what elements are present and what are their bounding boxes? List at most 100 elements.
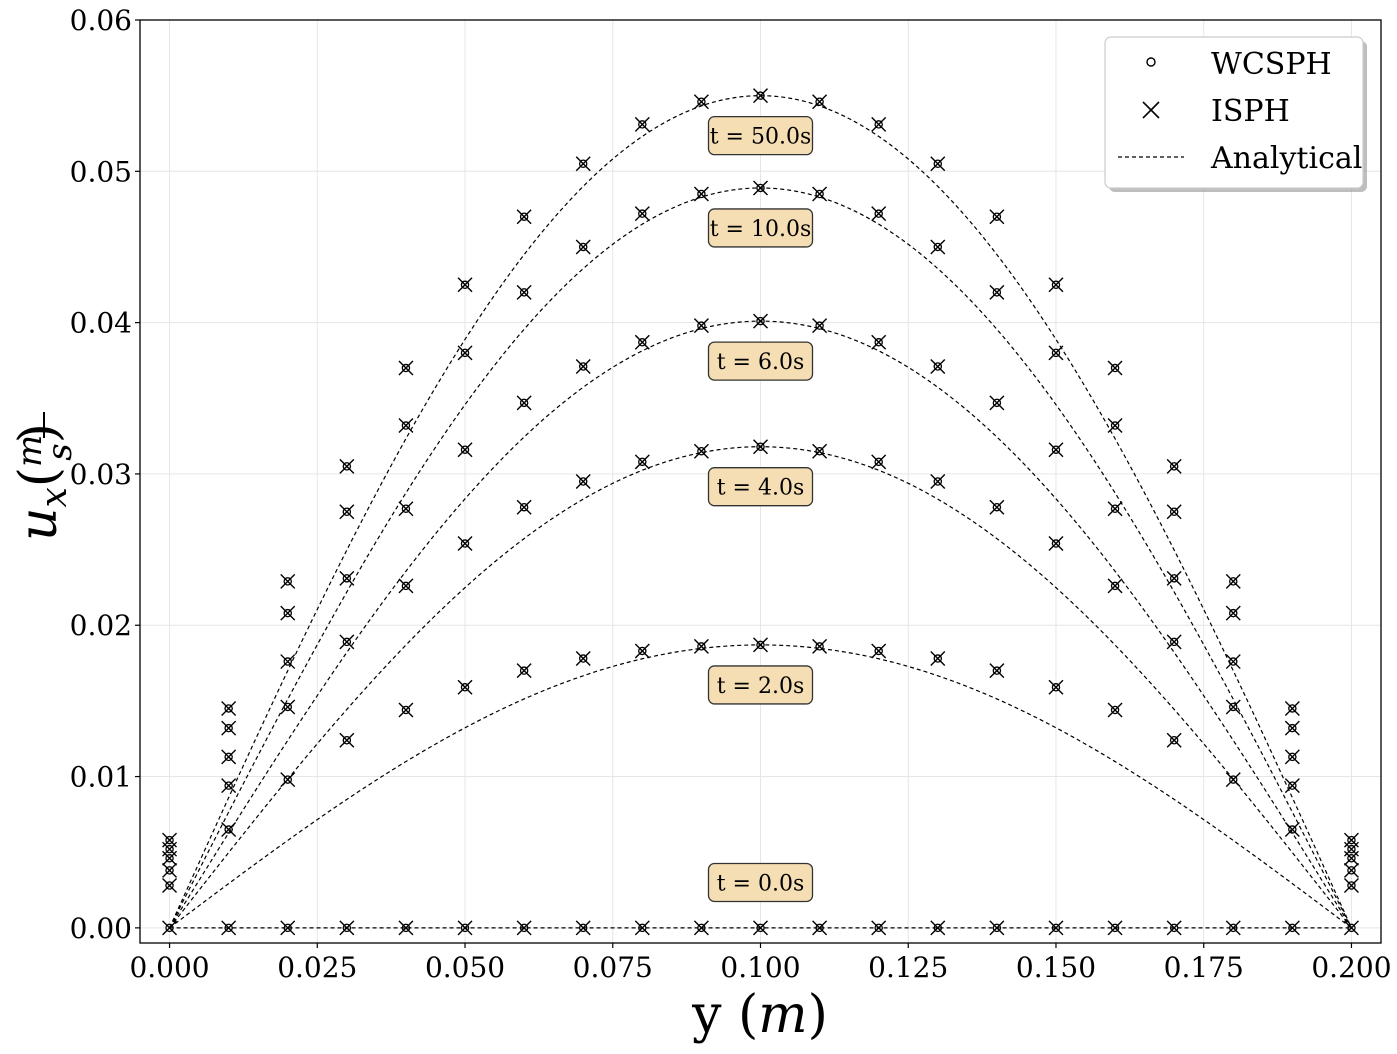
isph-stroke — [339, 920, 355, 936]
isph-point — [753, 439, 768, 455]
isph-stroke — [457, 277, 473, 293]
isph-stroke — [930, 359, 946, 374]
wcsph-point — [224, 781, 233, 790]
wcsph-point — [578, 242, 588, 252]
wcsph-point — [342, 923, 352, 933]
wcsph-point — [815, 97, 824, 106]
legend-isph-marker — [1142, 101, 1160, 119]
isph-point — [398, 418, 414, 434]
isph-stroke — [634, 116, 650, 132]
isph-point — [575, 920, 591, 936]
isph-stroke — [1343, 862, 1359, 878]
isph-stroke — [516, 284, 532, 300]
isph-stroke — [339, 732, 355, 748]
isph-point — [457, 920, 473, 936]
isph-stroke — [457, 345, 473, 361]
wcsph-point — [224, 704, 233, 713]
x-tick-label: 0.150 — [1016, 951, 1096, 984]
wcsph-point — [519, 288, 529, 297]
isph-stroke — [1107, 920, 1123, 936]
isph-stroke — [1343, 878, 1359, 893]
wcsph-point — [1288, 825, 1297, 834]
isph-stroke — [516, 209, 532, 225]
isph-stroke — [989, 663, 1005, 679]
isph-stroke — [221, 749, 237, 765]
x-tick-label: 0.025 — [277, 951, 357, 984]
isph-stroke — [1343, 832, 1359, 848]
isph-point — [339, 634, 355, 650]
legend-wcsph-label: WCSPH — [1211, 47, 1332, 82]
isph-point — [930, 474, 946, 489]
wcsph-point — [1110, 705, 1120, 715]
isph-point — [457, 442, 473, 458]
annotations: t = 0.0s t = 2.0s t = 4.0s t = 6.0s t = 10.0… — [707, 116, 814, 903]
wcsph-point — [1229, 608, 1238, 618]
wcsph-point — [815, 321, 824, 330]
wcsph-point — [519, 666, 529, 675]
isph-point — [1166, 634, 1182, 650]
isph-stroke — [871, 454, 887, 470]
isph-point — [1284, 720, 1300, 736]
wcsph-point — [1051, 539, 1061, 548]
isph-stroke — [575, 359, 591, 374]
wcsph-point — [756, 316, 765, 326]
isph-stroke — [516, 663, 532, 679]
isph-stroke — [398, 360, 414, 376]
isph-point — [398, 920, 414, 936]
isph-stroke — [516, 920, 532, 936]
wcsph-point — [342, 507, 352, 517]
wcsph-point — [874, 338, 883, 347]
wcsph-point — [1169, 507, 1179, 517]
isph-stroke — [693, 186, 709, 202]
wcsph-point — [578, 159, 588, 168]
isph-point — [989, 284, 1005, 300]
isph-stroke — [398, 702, 414, 718]
y-tick-label: 0.02 — [70, 609, 132, 642]
isph-stroke — [575, 156, 591, 172]
wcsph-point — [460, 280, 470, 290]
wcsph-point — [342, 462, 352, 471]
wcsph-point — [1288, 781, 1297, 790]
isph-point — [1225, 772, 1241, 788]
isph-point — [280, 605, 296, 621]
time-annotation-box — [707, 208, 814, 248]
isph-stroke — [989, 395, 1005, 411]
isph-stroke — [634, 643, 650, 659]
isph-stroke — [1225, 605, 1241, 621]
isph-point — [398, 702, 414, 718]
isph-point — [812, 638, 828, 654]
isph-stroke — [930, 239, 946, 255]
wcsph-point — [342, 574, 352, 583]
isph-point — [989, 209, 1005, 225]
wcsph-point — [224, 923, 233, 933]
isph-stroke — [398, 578, 414, 594]
isph-stroke — [280, 772, 296, 788]
wcsph-point — [224, 825, 233, 834]
isph-stroke — [753, 180, 768, 196]
wcsph-point — [1347, 854, 1356, 863]
markers — [162, 88, 1359, 936]
wcsph-point — [224, 752, 233, 762]
isph-stroke — [1166, 504, 1182, 520]
isph-point — [989, 499, 1005, 515]
isph-stroke — [753, 88, 768, 104]
isph-point — [1166, 504, 1182, 520]
isph-point — [1048, 345, 1064, 361]
y-tick-label: 0.06 — [70, 4, 132, 37]
isph-point — [812, 94, 828, 110]
isph-stroke — [575, 920, 591, 936]
isph-point — [575, 239, 591, 255]
isph-point — [162, 832, 178, 848]
y-tick-label: 0.01 — [70, 761, 132, 794]
isph-stroke — [221, 700, 237, 716]
isph-point — [339, 570, 355, 586]
isph-point — [634, 206, 650, 222]
wcsph-point — [815, 642, 824, 651]
isph-point — [1107, 360, 1123, 376]
isph-stroke — [1166, 920, 1182, 936]
isph-point — [812, 443, 828, 459]
wcsph-point — [815, 923, 824, 933]
isph-stroke — [634, 920, 650, 936]
wcsph-point — [1229, 577, 1238, 586]
isph-stroke — [280, 920, 296, 936]
